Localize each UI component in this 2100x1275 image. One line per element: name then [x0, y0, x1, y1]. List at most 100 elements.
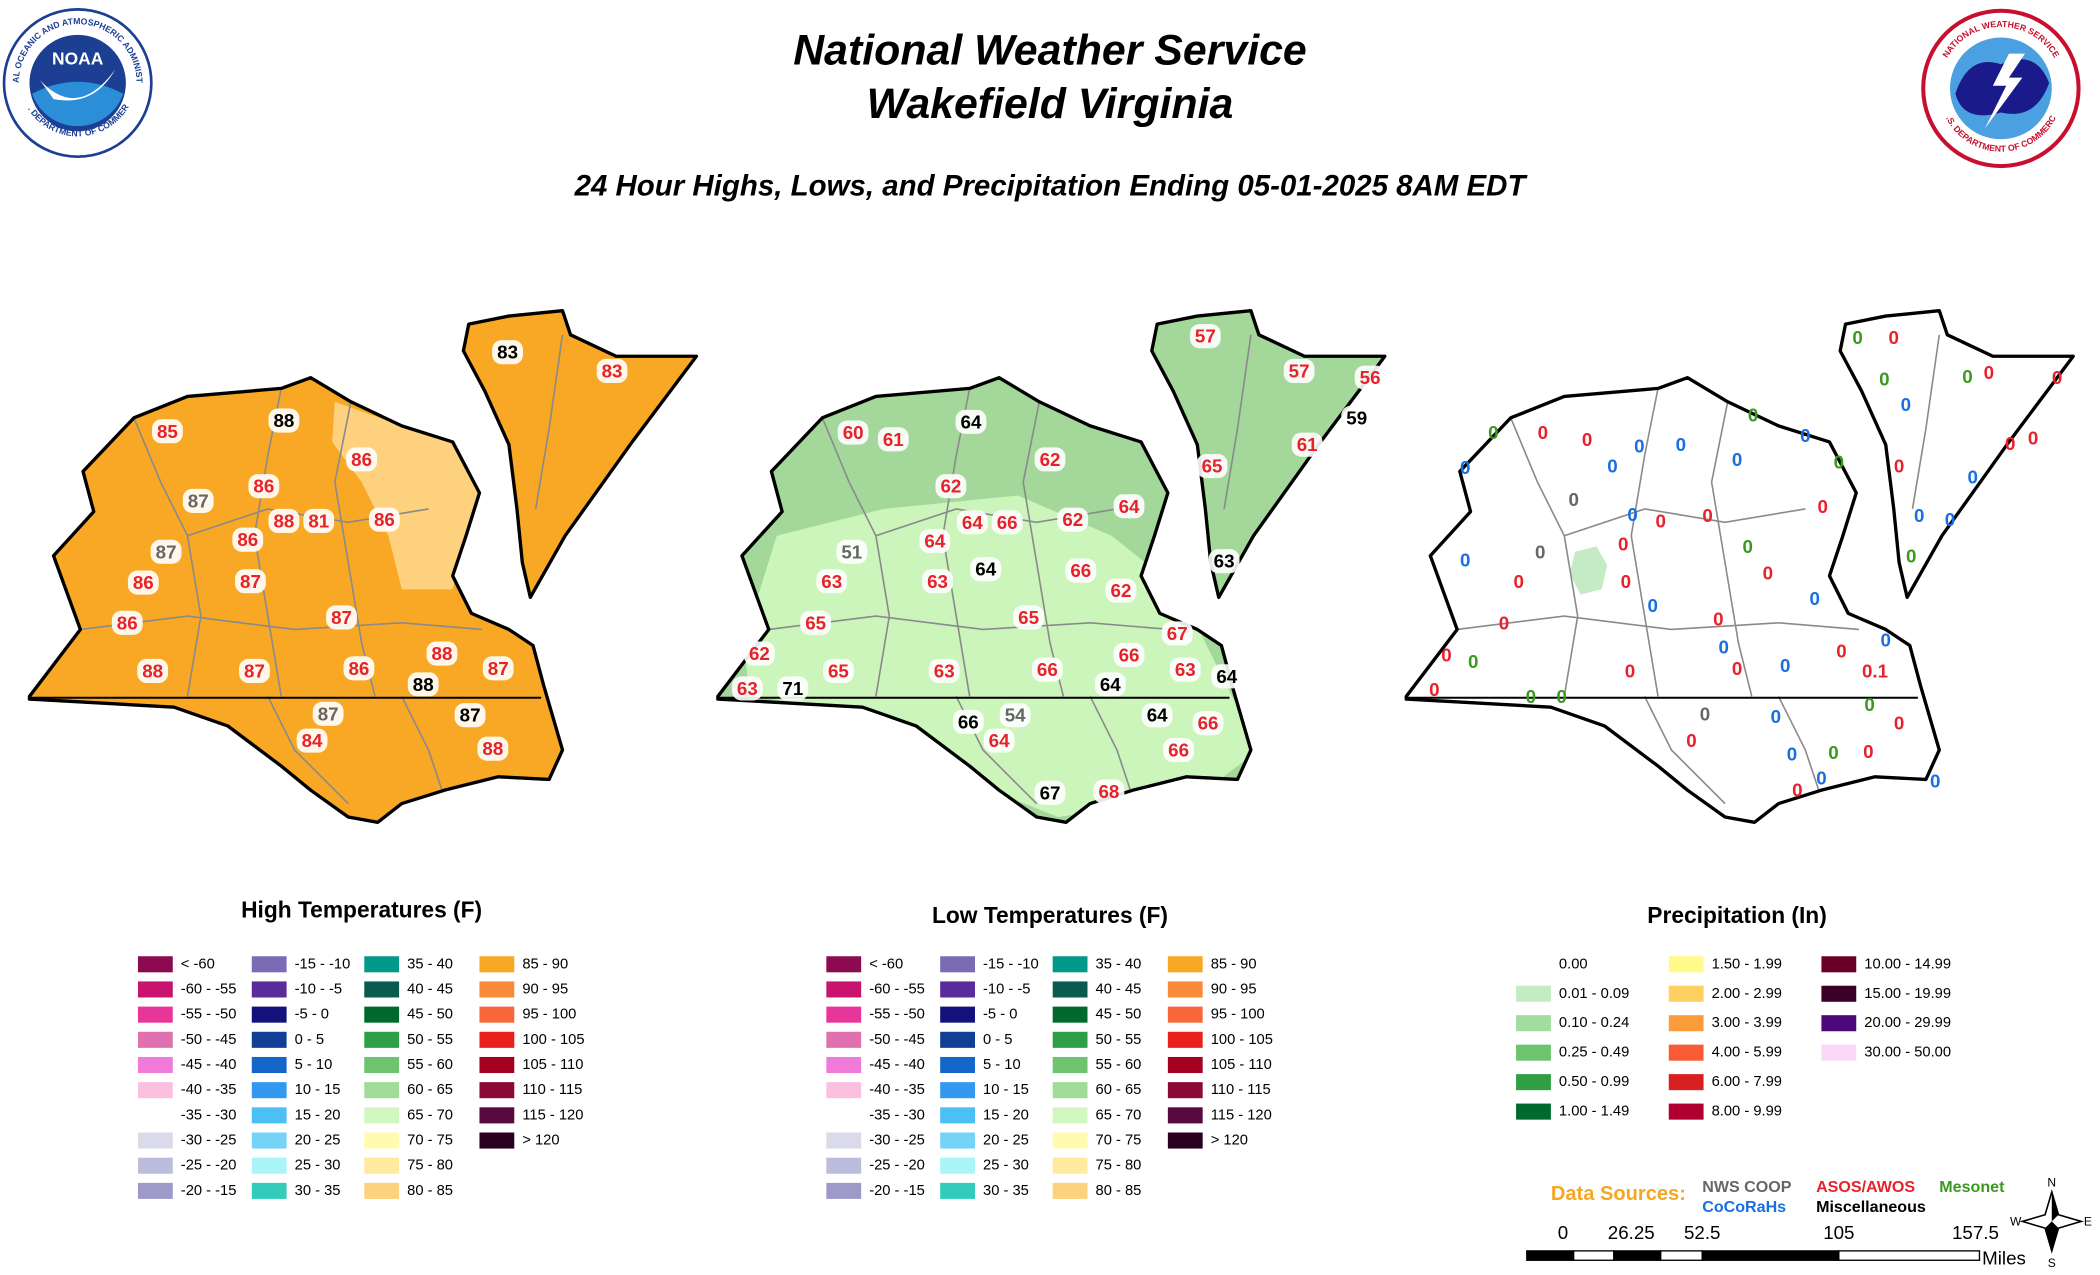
station-value: 67 [1040, 782, 1061, 803]
legend-label: 20 - 25 [983, 1133, 1029, 1149]
station-value: 0 [1984, 362, 1994, 383]
station-value: 0 [1906, 545, 1916, 566]
station-value: 0 [1836, 640, 1846, 661]
legend-swatch [826, 1056, 862, 1074]
station-label-box [983, 728, 1015, 753]
station-label-box [1291, 432, 1323, 457]
legend-swatch [1668, 1015, 1704, 1032]
station-value: 86 [348, 658, 369, 679]
scale-segment [1838, 1250, 1981, 1261]
station-value: 0 [1945, 509, 1955, 530]
legend-label: 50 - 55 [1096, 1032, 1142, 1048]
legend-label: -5 - 0 [295, 1007, 329, 1023]
station-value: 88 [273, 410, 294, 431]
station-value: 87 [460, 705, 481, 726]
legend-label: 85 - 90 [522, 956, 568, 972]
station-value: 0 [1582, 429, 1592, 450]
county-line [401, 696, 443, 791]
legend-label: -45 - -40 [869, 1057, 925, 1073]
station-value: 0 [1914, 505, 1924, 526]
logo-bolt [1984, 53, 2025, 129]
station-label-box [955, 409, 987, 434]
region-outline [1404, 376, 1941, 824]
station-value: 61 [1297, 434, 1318, 455]
legend-swatch [364, 1107, 400, 1124]
legend-label: -15 - -10 [983, 956, 1039, 972]
legend-swatch [1821, 985, 1857, 1002]
station-label-box [1031, 657, 1063, 682]
station-label-box [816, 569, 848, 594]
scale-unit: Miles [1982, 1247, 2026, 1268]
station-label-box [346, 447, 378, 472]
legend-label: 45 - 50 [407, 1007, 453, 1023]
station-label-box [991, 510, 1023, 535]
legend-swatch [364, 1056, 400, 1074]
legend-title: High Temperatures (F) [241, 896, 482, 922]
station-value: 0 [1748, 405, 1758, 426]
legend-swatch [1668, 985, 1704, 1002]
legend-swatch [479, 1132, 515, 1149]
legend-label: -35 - -30 [181, 1107, 237, 1123]
legend-label: 105 - 110 [522, 1057, 583, 1073]
station-value: 86 [237, 529, 258, 550]
station-value: 63 [1175, 659, 1196, 680]
legend-swatch [1167, 1056, 1203, 1074]
legend-swatch [479, 981, 515, 998]
station-value: 0 [2028, 427, 2038, 448]
legend-swatch [364, 1182, 400, 1199]
station-value: 64 [1119, 496, 1140, 517]
legend-label: 115 - 120 [522, 1107, 583, 1123]
legend-label: 25 - 30 [295, 1158, 341, 1174]
county-line [1710, 401, 1753, 697]
legend-label: 65 - 70 [407, 1107, 453, 1123]
station-value: 0 [1538, 422, 1548, 443]
legend-swatch [251, 1107, 287, 1124]
legend-swatch [826, 981, 862, 998]
county-line [1089, 696, 1132, 791]
logo-ring-text: U.S. DEPARTMENT OF COMMERCE [0, 0, 2058, 154]
station-label-box [836, 539, 868, 564]
station-value: 65 [828, 660, 849, 681]
legend-label: 15.00 - 19.99 [1864, 986, 1951, 1002]
station-label-box [1057, 507, 1089, 532]
station-label-box [303, 508, 335, 534]
legend-label: 2.00 - 2.99 [1712, 986, 1782, 1002]
legend-swatch [1167, 1006, 1203, 1023]
station-value: 62 [1040, 449, 1061, 470]
station-value: 0 [1894, 713, 1904, 734]
legend-label: -50 - -45 [869, 1032, 925, 1048]
legend-swatch [1516, 985, 1551, 1002]
legend-label: 100 - 105 [1211, 1032, 1273, 1048]
station-value: 64 [924, 531, 945, 552]
title: National Weather Service [793, 26, 1307, 74]
legend-swatch [1167, 1107, 1203, 1124]
legend-label: 0.10 - 0.24 [1559, 1015, 1629, 1031]
station-label-box [1113, 642, 1145, 667]
station-label-box [248, 474, 280, 499]
station-label-box [477, 736, 509, 761]
station-value: 0 [1556, 686, 1566, 707]
station-value: 87 [244, 660, 265, 681]
station-value: 0 [1818, 496, 1828, 517]
station-label-box [1161, 621, 1193, 646]
station-value: 0 [1810, 588, 1820, 609]
legend-label: -10 - -5 [983, 981, 1030, 997]
legend-label: 0.01 - 0.09 [1559, 986, 1629, 1002]
scale-label: 105 [1823, 1222, 1854, 1243]
station-value: 0 [1800, 425, 1810, 446]
station-value: 57 [1195, 326, 1216, 347]
station-value: 0 [1634, 435, 1644, 456]
legend-label: 10 - 15 [983, 1082, 1029, 1098]
station-value: 87 [188, 490, 209, 511]
station-label-box [407, 672, 439, 697]
station-value: 63 [927, 571, 948, 592]
legend-swatch [826, 1132, 862, 1149]
legend-swatch [826, 1107, 862, 1124]
legend-label: 80 - 85 [407, 1183, 453, 1199]
station-value: 57 [1289, 360, 1310, 381]
station-value: 67 [1167, 623, 1188, 644]
legend-label: 35 - 40 [407, 956, 453, 972]
scale-segment [1613, 1250, 1662, 1261]
